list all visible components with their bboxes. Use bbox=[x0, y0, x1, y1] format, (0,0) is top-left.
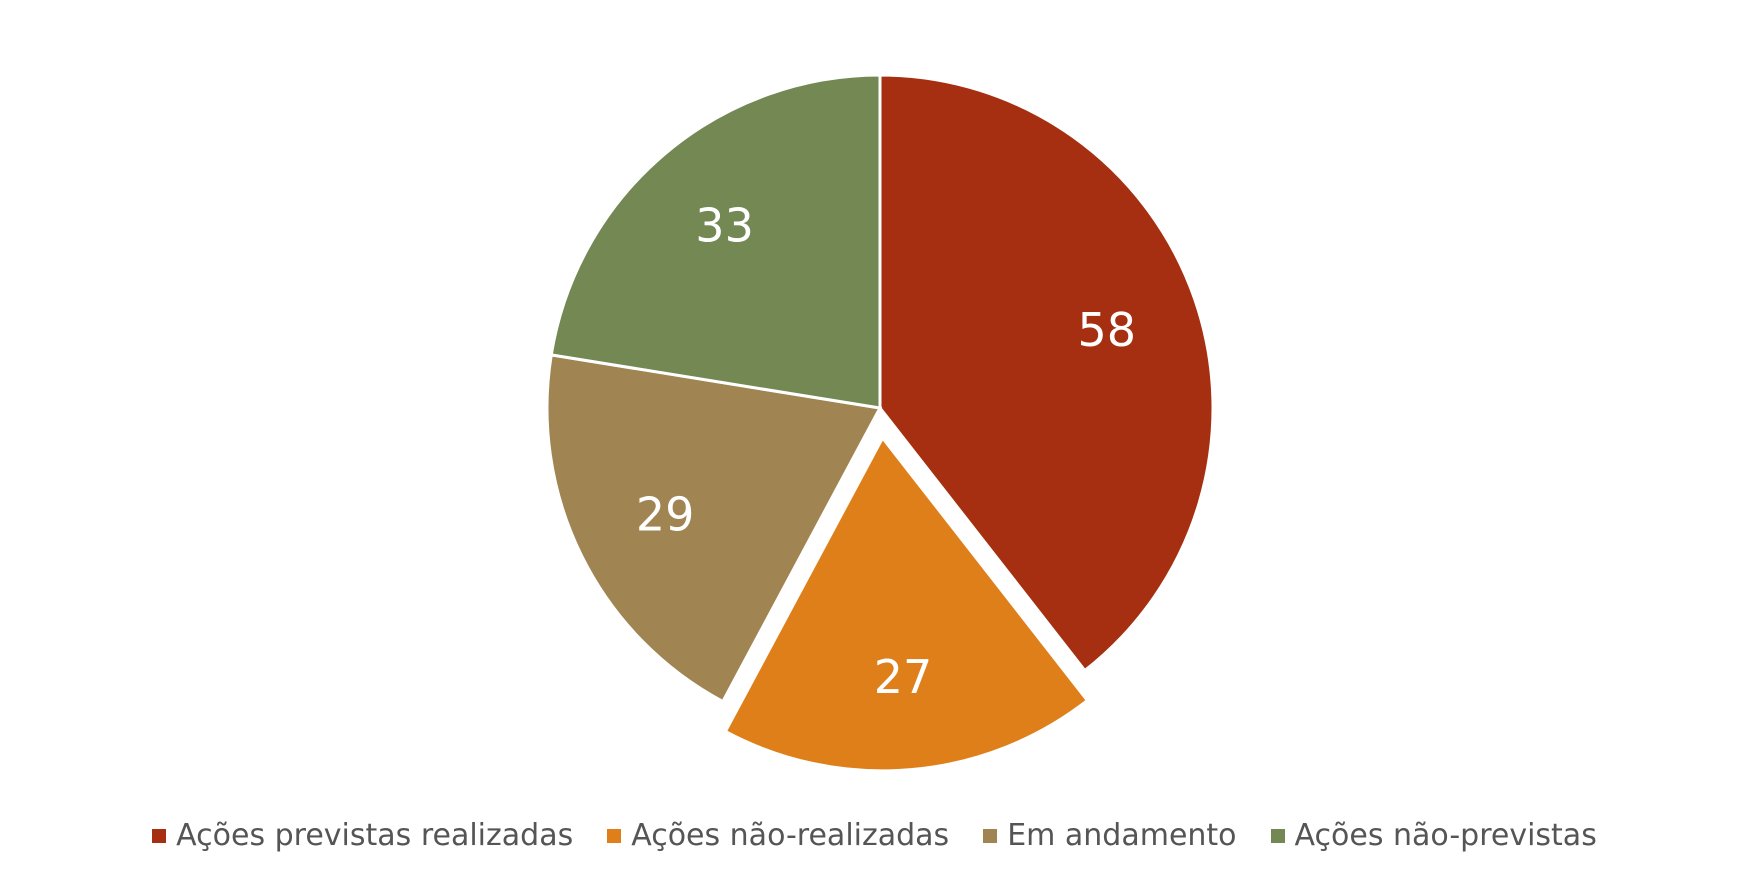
legend-item: Ações previstas realizadas bbox=[152, 818, 573, 853]
pie-slice bbox=[723, 435, 1090, 773]
legend-swatch bbox=[1270, 828, 1285, 843]
pie-slice bbox=[545, 353, 883, 704]
pie-slice bbox=[878, 73, 1215, 673]
pie-slice bbox=[549, 73, 882, 410]
pie-slice-value-label: 27 bbox=[874, 650, 933, 704]
legend-item: Ações não-realizadas bbox=[607, 818, 949, 853]
pie-slices bbox=[545, 73, 1215, 773]
legend-swatch bbox=[983, 828, 998, 843]
pie-data-labels: 58 27 29 33 bbox=[636, 198, 1136, 703]
legend-item: Em andamento bbox=[983, 818, 1237, 853]
legend-label: Em andamento bbox=[1007, 818, 1237, 853]
legend-label: Ações não-previstas bbox=[1294, 818, 1597, 853]
pie-slice-value-label: 29 bbox=[636, 487, 695, 541]
legend-swatch bbox=[152, 828, 167, 843]
legend-swatch bbox=[607, 828, 622, 843]
legend-label: Ações previstas realizadas bbox=[176, 818, 574, 853]
legend-item: Ações não-previstas bbox=[1270, 818, 1597, 853]
legend-label: Ações não-realizadas bbox=[631, 818, 950, 853]
pie-slice-value-label: 58 bbox=[1077, 303, 1136, 357]
chart-legend: Ações previstas realizadas Ações não-real… bbox=[0, 818, 1749, 853]
pie-slice-value-label: 33 bbox=[695, 198, 754, 252]
